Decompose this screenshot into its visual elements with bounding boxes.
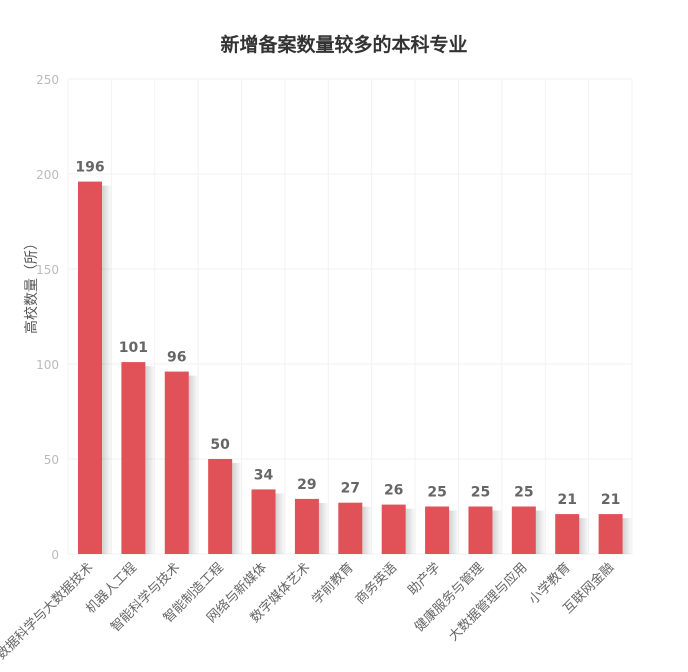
y-tick-label: 100	[36, 358, 59, 372]
data-label: 25	[514, 485, 533, 501]
bar-shadow	[275, 493, 286, 554]
y-axis-label: 高校数量（所）	[23, 236, 40, 334]
bar-shadow	[145, 366, 156, 554]
bar-shadow	[188, 375, 199, 554]
data-label: 96	[167, 350, 186, 366]
bar	[121, 362, 146, 554]
x-tick-label: 大数据管理与应用	[446, 560, 531, 645]
bar-shadow	[232, 463, 243, 554]
y-tick-label: 50	[44, 453, 59, 467]
x-tick-label: 数据科学与大数据技术	[0, 560, 97, 663]
data-label: 29	[297, 477, 316, 493]
bar	[425, 506, 450, 554]
bar-shadow	[579, 518, 590, 554]
bar	[164, 371, 189, 554]
x-tick-label: 商务英语	[352, 560, 400, 608]
bar-shadow	[535, 510, 546, 554]
bar-shadow	[102, 185, 112, 554]
data-label: 34	[254, 467, 274, 483]
chart-title: 新增备案数量较多的本科专业	[220, 34, 468, 56]
data-label: 50	[210, 437, 230, 453]
bar	[208, 459, 233, 554]
x-tick-label: 助产学	[405, 560, 444, 599]
bar-shadow	[405, 508, 416, 554]
bar	[468, 506, 493, 554]
bar	[251, 489, 276, 554]
x-tick-label: 学前教育	[309, 560, 357, 608]
bar-shadow	[362, 506, 373, 554]
data-label: 21	[557, 492, 576, 508]
data-label: 21	[601, 492, 620, 508]
bar-shadow	[318, 502, 329, 554]
data-label: 101	[119, 340, 148, 356]
bar	[555, 514, 580, 554]
data-label: 26	[384, 483, 403, 499]
bar	[511, 506, 536, 554]
y-tick-label: 0	[51, 548, 59, 562]
bar	[78, 181, 102, 554]
bar	[294, 498, 319, 554]
data-label: 27	[341, 481, 360, 497]
y-tick-label: 250	[36, 73, 59, 87]
y-tick-label: 200	[36, 168, 59, 182]
bar-shadow	[492, 510, 503, 554]
bar	[338, 502, 363, 554]
y-tick-label: 150	[36, 263, 59, 277]
bar	[381, 504, 406, 554]
data-label: 196	[75, 160, 104, 176]
bar-shadow	[449, 510, 460, 554]
bar-shadow	[622, 518, 633, 554]
data-label: 25	[471, 485, 490, 501]
bar	[598, 514, 623, 554]
data-label: 25	[427, 485, 446, 501]
